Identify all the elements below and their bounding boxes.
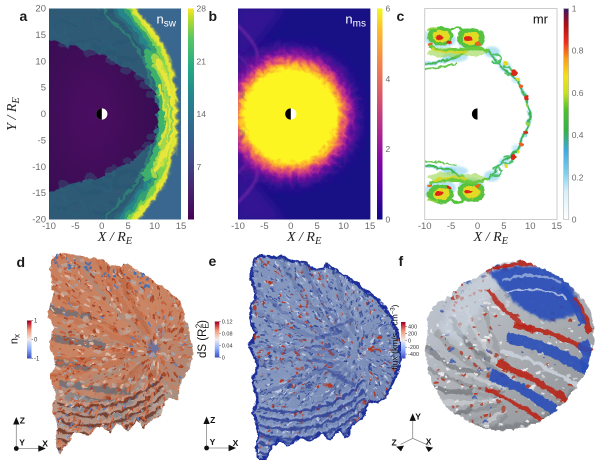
svg-text:1: 1 bbox=[34, 319, 38, 325]
svg-text:flux (km/s · cm−3): flux (km/s · cm−3) bbox=[390, 304, 400, 369]
svg-text:15: 15 bbox=[365, 221, 376, 232]
svg-text:X: X bbox=[426, 436, 432, 446]
svg-text:28: 28 bbox=[197, 4, 207, 14]
svg-text:21: 21 bbox=[197, 56, 207, 66]
svg-text:a: a bbox=[20, 8, 28, 24]
svg-text:0: 0 bbox=[222, 356, 225, 362]
svg-text:Z: Z bbox=[210, 415, 215, 425]
svg-text:0.6: 0.6 bbox=[572, 88, 584, 98]
svg-text:-5: -5 bbox=[38, 135, 46, 146]
svg-text:X / RE: X / RE bbox=[286, 230, 322, 247]
svg-text:15: 15 bbox=[176, 221, 187, 232]
svg-text:400: 400 bbox=[408, 324, 417, 330]
svg-text:6: 6 bbox=[386, 4, 391, 14]
svg-text:0.04: 0.04 bbox=[222, 344, 233, 350]
svg-text:0: 0 bbox=[386, 215, 391, 225]
svg-text:X: X bbox=[42, 439, 48, 449]
svg-text:f: f bbox=[399, 253, 404, 269]
svg-text:Z: Z bbox=[20, 416, 25, 426]
svg-text:X / RE: X / RE bbox=[473, 230, 509, 247]
svg-text:15: 15 bbox=[35, 30, 46, 41]
svg-text:0: 0 bbox=[475, 221, 480, 232]
svg-text:-15: -15 bbox=[32, 188, 46, 199]
svg-text:10: 10 bbox=[525, 221, 536, 232]
svg-text:Y: Y bbox=[415, 411, 421, 421]
svg-text:5: 5 bbox=[501, 221, 506, 232]
svg-text:0.2: 0.2 bbox=[572, 172, 584, 182]
svg-text:7: 7 bbox=[197, 162, 202, 172]
svg-text:Z: Z bbox=[391, 437, 396, 447]
svg-text:mr: mr bbox=[533, 12, 549, 27]
svg-text:-5: -5 bbox=[447, 221, 455, 232]
svg-text:0.08: 0.08 bbox=[222, 331, 233, 337]
svg-text:-10: -10 bbox=[32, 162, 46, 173]
svg-text:2: 2 bbox=[386, 144, 391, 154]
svg-text:-5: -5 bbox=[71, 221, 79, 232]
svg-text:0: 0 bbox=[408, 338, 411, 344]
svg-text:0: 0 bbox=[41, 109, 46, 120]
svg-text:0.12: 0.12 bbox=[222, 320, 233, 326]
svg-text:20: 20 bbox=[35, 4, 46, 15]
svg-text:0: 0 bbox=[34, 338, 38, 344]
svg-text:0.8: 0.8 bbox=[572, 46, 584, 56]
svg-text:15: 15 bbox=[551, 221, 562, 232]
svg-text:5: 5 bbox=[315, 221, 320, 232]
svg-text:-10: -10 bbox=[42, 221, 56, 232]
svg-text:dS (RE2): dS (RE2) bbox=[195, 320, 211, 358]
svg-text:10: 10 bbox=[35, 56, 46, 67]
svg-text:-200: -200 bbox=[408, 345, 419, 351]
svg-text:d: d bbox=[17, 254, 26, 270]
svg-text:-5: -5 bbox=[260, 221, 268, 232]
svg-text:-1: -1 bbox=[34, 357, 40, 363]
svg-text:Y: Y bbox=[210, 437, 216, 447]
svg-text:nx: nx bbox=[9, 334, 22, 344]
svg-text:c: c bbox=[397, 8, 405, 24]
svg-text:Y / RE: Y / RE bbox=[5, 97, 22, 131]
svg-text:X: X bbox=[233, 438, 239, 448]
svg-text:e: e bbox=[209, 253, 217, 269]
svg-text:4: 4 bbox=[386, 74, 391, 84]
svg-text:0: 0 bbox=[288, 221, 293, 232]
svg-text:1: 1 bbox=[572, 4, 577, 14]
svg-text:5: 5 bbox=[126, 221, 131, 232]
svg-text:Y: Y bbox=[19, 438, 25, 448]
svg-text:10: 10 bbox=[338, 221, 349, 232]
svg-text:-400: -400 bbox=[408, 352, 419, 358]
svg-text:200: 200 bbox=[408, 331, 417, 337]
svg-text:0: 0 bbox=[572, 215, 577, 225]
svg-text:-10: -10 bbox=[418, 221, 432, 232]
svg-text:-10: -10 bbox=[231, 221, 245, 232]
svg-text:b: b bbox=[209, 8, 218, 24]
svg-text:0: 0 bbox=[99, 221, 104, 232]
svg-text:-20: -20 bbox=[32, 215, 46, 226]
svg-text:10: 10 bbox=[149, 221, 160, 232]
svg-text:14: 14 bbox=[197, 109, 207, 119]
svg-text:0.4: 0.4 bbox=[572, 130, 584, 140]
svg-text:5: 5 bbox=[41, 83, 46, 94]
svg-text:X / RE: X / RE bbox=[97, 230, 133, 247]
